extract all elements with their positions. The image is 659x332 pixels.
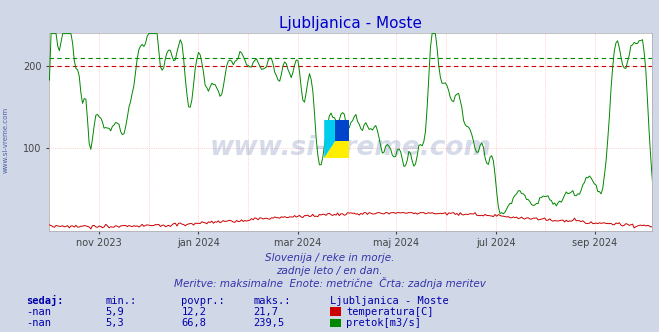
Text: maks.:: maks.:	[254, 296, 291, 306]
Text: www.si-vreme.com: www.si-vreme.com	[3, 106, 9, 173]
Text: temperatura[C]: temperatura[C]	[346, 307, 434, 317]
Text: 239,5: 239,5	[254, 318, 285, 328]
Text: -nan: -nan	[26, 307, 51, 317]
Text: www.si-vreme.com: www.si-vreme.com	[210, 135, 492, 161]
Title: Ljubljanica - Moste: Ljubljanica - Moste	[279, 16, 422, 31]
Polygon shape	[335, 120, 349, 140]
Text: Ljubljanica - Moste: Ljubljanica - Moste	[330, 296, 448, 306]
Text: 12,2: 12,2	[181, 307, 206, 317]
Text: 21,7: 21,7	[254, 307, 279, 317]
Text: Slovenija / reke in morje.: Slovenija / reke in morje.	[265, 253, 394, 263]
Polygon shape	[324, 120, 349, 158]
Text: 5,3: 5,3	[105, 318, 124, 328]
Text: zadnje leto / en dan.: zadnje leto / en dan.	[276, 266, 383, 276]
Polygon shape	[324, 120, 349, 158]
Text: sedaj:: sedaj:	[26, 295, 64, 306]
Text: pretok[m3/s]: pretok[m3/s]	[346, 318, 421, 328]
Text: min.:: min.:	[105, 296, 136, 306]
Text: 66,8: 66,8	[181, 318, 206, 328]
Text: Meritve: maksimalne  Enote: metrične  Črta: zadnja meritev: Meritve: maksimalne Enote: metrične Črta…	[173, 277, 486, 289]
Text: -nan: -nan	[26, 318, 51, 328]
Text: 5,9: 5,9	[105, 307, 124, 317]
Text: povpr.:: povpr.:	[181, 296, 225, 306]
